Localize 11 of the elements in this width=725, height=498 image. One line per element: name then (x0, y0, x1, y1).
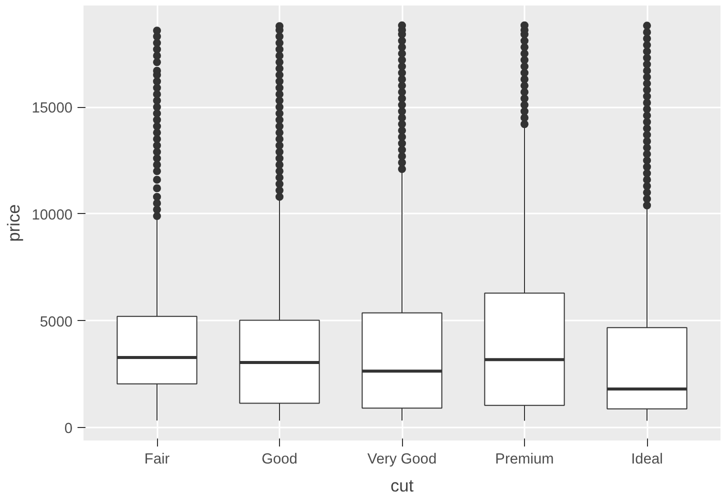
x-tick-label: Ideal (631, 452, 663, 468)
y-tick-label: 10000 (32, 207, 73, 224)
y-axis-title: price (4, 204, 24, 242)
x-axis-title: cut (390, 476, 414, 496)
y-tick-label: 5000 (40, 314, 73, 330)
x-tick-label: Premium (495, 452, 554, 468)
x-tick-label: Fair (144, 452, 170, 468)
x-tick-label: Very Good (367, 452, 437, 468)
y-tick-label: 0 (64, 421, 73, 438)
y-tick-label: 15000 (32, 100, 73, 117)
x-tick-label: Good (262, 452, 298, 468)
